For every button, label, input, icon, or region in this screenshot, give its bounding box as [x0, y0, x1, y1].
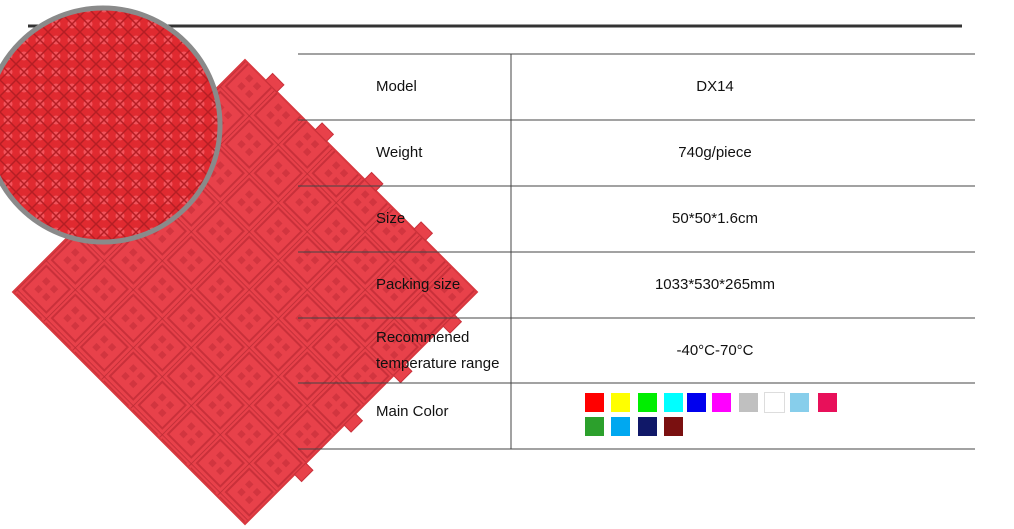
swatch — [585, 393, 604, 412]
row-value: DX14 — [696, 78, 734, 95]
swatch — [765, 393, 784, 412]
swatch — [664, 393, 683, 412]
table-lines — [298, 53, 975, 450]
row-value: 740g/piece — [678, 144, 752, 161]
swatch — [712, 393, 731, 412]
row-label: Weight — [376, 144, 423, 161]
row-label: Packing size — [376, 276, 461, 293]
swatch — [818, 393, 837, 412]
row-label: Size — [376, 210, 406, 227]
swatch — [611, 417, 630, 436]
swatch — [664, 417, 683, 436]
swatch — [790, 393, 809, 412]
swatch — [638, 393, 657, 412]
swatch — [687, 393, 706, 412]
swatch — [585, 417, 604, 436]
row-value: 50*50*1.6cm — [672, 210, 758, 227]
zoom-circle — [0, 5, 223, 245]
row-label: Model — [376, 78, 417, 95]
swatch — [739, 393, 758, 412]
swatch — [611, 393, 630, 412]
row-value: 1033*530*265mm — [654, 276, 776, 293]
row-label: Recommened temperature range — [376, 329, 500, 372]
row-label: Main Color — [376, 403, 449, 420]
row-value: -40°C-70°C — [676, 342, 754, 359]
swatch — [638, 417, 657, 436]
